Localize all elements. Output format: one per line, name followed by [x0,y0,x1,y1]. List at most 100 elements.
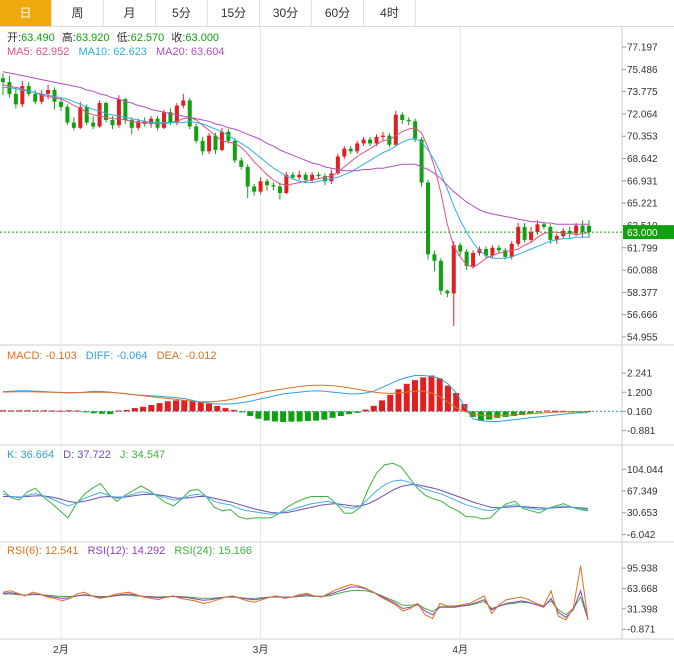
price-tick-label: 73.775 [627,87,658,98]
candle-body [529,232,534,240]
d-value: D: 37.722 [63,449,111,461]
macd-bar [173,400,180,412]
candle-body [46,89,51,94]
d-line [3,484,589,514]
ma20-legend: MA20: 63.604 [156,46,225,58]
x-tick-label: 4月 [452,644,468,656]
candle-body [155,118,160,128]
macd-bar [403,383,410,412]
candle-body [516,226,521,244]
candle-body [329,173,334,182]
candle-body [13,93,18,105]
tab-week[interactable]: 周 [52,0,104,26]
last-price-tag [623,225,674,240]
price-tick-label: 65.221 [627,199,658,210]
candle-body [110,119,115,126]
tab-month[interactable]: 月 [104,0,156,26]
macd-bar [255,411,262,419]
macd-bar [436,378,443,412]
candle-body [297,174,302,178]
macd-bar [585,411,591,413]
kdj-tick-label: 67.349 [627,487,658,498]
macd-bar [420,377,427,412]
macd-bar [362,409,369,412]
macd-bar [453,393,460,412]
macd-bar [461,404,468,412]
macd-legend: MACD: -0.103 DIFF: -0.064 DEA: -0.012 [7,350,217,362]
macd-bar [181,399,188,412]
macd-bar [24,410,31,412]
candle-body [580,225,585,233]
ma-legend: MA5: 62.952 MA10: 62.623 MA20: 63.604 [7,46,225,58]
macd-tick-label: -0.881 [627,426,656,437]
candle-body [522,226,527,240]
macd-bar [321,411,328,420]
candle-body [52,89,57,102]
candle-body [174,105,179,123]
kdj-legend: K: 36.664 D: 37.722 J: 34.547 [7,449,165,461]
macd-bar [131,408,138,412]
candle-body [316,174,321,177]
ma5-legend: MA5: 62.952 [7,46,69,58]
macd-bar [189,400,196,412]
macd-bar [560,410,567,412]
candle-body [277,186,282,193]
macd-tick-label: 1.200 [627,388,652,399]
candle-body [71,122,76,128]
price-tick-label: 66.931 [627,176,658,187]
candle-body [348,148,353,152]
candle-body [432,254,437,261]
macd-bar [535,411,542,413]
tab-15min[interactable]: 15分 [208,0,260,26]
macd-bar [387,394,394,412]
candle-body [303,174,308,180]
stock-chart[interactable]: 开:63.490 高:63.920 低:62.570 收:63.000 MA5:… [0,27,674,665]
macd-bar [156,403,163,412]
candle-body [123,99,128,120]
macd-bar [222,408,229,412]
rsi-tick-label: 31.398 [627,604,658,615]
candle-body [104,103,109,120]
price-tick-label: 54.955 [627,333,658,344]
open-value: 63.490 [21,32,55,44]
tab-day[interactable]: 日 [0,0,52,26]
kdj-tick-label: 104.044 [627,465,664,476]
macd-bar [65,410,72,412]
macd-tick-label: 0.160 [627,407,652,418]
candle-body [187,100,192,127]
ma10-line [3,86,590,259]
macd-bar [288,411,295,422]
price-legend: 开:63.490 高:63.920 低:62.570 收:63.000 [7,30,219,44]
j-value: J: 34.547 [120,449,165,461]
macd-bar [230,409,237,412]
low-label: 低: [117,31,131,44]
candle-body [97,103,102,127]
price-tick-label: 56.666 [627,310,658,321]
macd-bar [41,410,48,412]
tab-60min[interactable]: 60分 [312,0,364,26]
macd-bar [164,401,171,412]
macd-bar [247,411,254,416]
candle-body [194,126,199,141]
panel-frames [0,27,674,640]
candle-body [116,99,121,126]
candle-body [393,114,398,145]
candle-body [65,106,70,123]
candle-body [20,86,25,105]
macd-bar [115,410,122,412]
rsi-tick-label: 63.668 [627,584,658,595]
tab-30min[interactable]: 30分 [260,0,312,26]
tab-4hour[interactable]: 4时 [364,0,416,26]
macd-bar [148,404,155,412]
macd-bar [263,411,270,421]
candle-body [426,182,431,255]
macd-bar [411,380,418,412]
candle-body [33,93,38,102]
macd-bar [502,411,509,417]
tab-5min[interactable]: 5分 [156,0,208,26]
candle-body [374,136,379,144]
ma20-line [2,71,590,225]
candle-body [39,93,44,102]
candle-body [200,140,205,152]
price-tick-label: 70.353 [627,132,658,143]
